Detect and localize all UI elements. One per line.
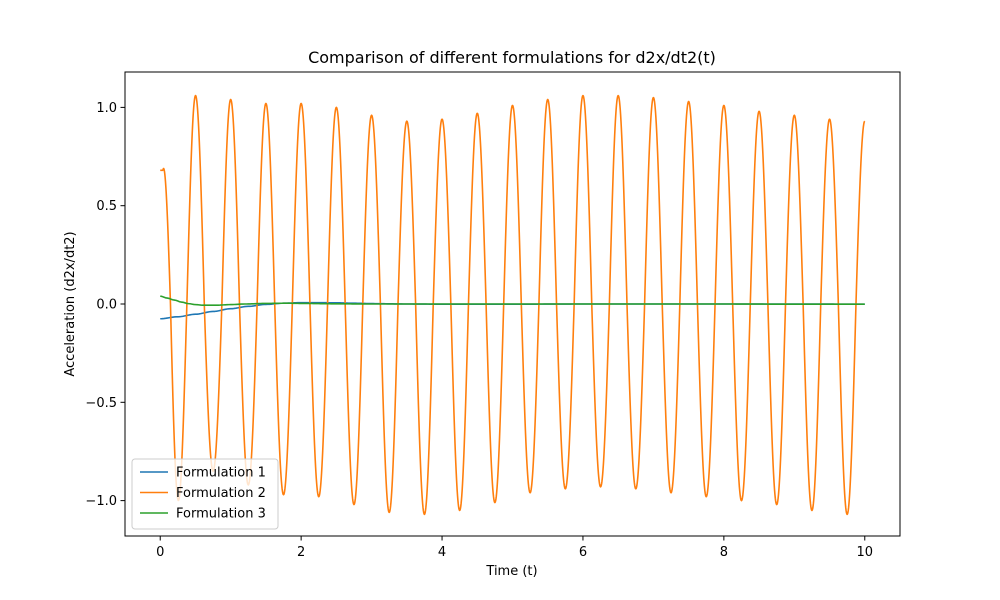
- y-tick-label: 0.0: [96, 298, 117, 313]
- x-axis: 0 2 4 6 8 10: [156, 536, 873, 560]
- x-axis-label: Time (t): [485, 564, 537, 579]
- y-tick-label: −1.0: [85, 494, 117, 509]
- x-tick-label: 4: [438, 545, 446, 560]
- legend-box: [131, 458, 279, 530]
- plot-area: [159, 94, 866, 516]
- x-tick-label: 10: [856, 545, 873, 560]
- series-line-1: [160, 301, 865, 320]
- legend: Formulation 1 Formulation 2 Formulation 3: [131, 458, 279, 530]
- series-line-3: [160, 295, 865, 306]
- y-tick-label: −0.5: [85, 396, 117, 411]
- y-tick-label: 0.5: [96, 199, 117, 214]
- y-axis: −1.0 −0.5 0.0 0.5 1.0: [85, 101, 125, 509]
- legend-label: Formulation 3: [176, 507, 266, 522]
- chart-title: Comparison of different formulations for…: [308, 48, 716, 67]
- x-tick-label: 6: [579, 545, 587, 560]
- x-tick-label: 0: [156, 545, 164, 560]
- y-axis-label: Acceleration (d2x/dt2): [63, 231, 78, 376]
- series-line-2: [159, 94, 866, 516]
- x-tick-label: 2: [297, 545, 305, 560]
- y-tick-label: 1.0: [96, 101, 117, 116]
- x-tick-label: 8: [720, 545, 728, 560]
- legend-label: Formulation 2: [176, 486, 266, 501]
- legend-label: Formulation 1: [176, 466, 266, 481]
